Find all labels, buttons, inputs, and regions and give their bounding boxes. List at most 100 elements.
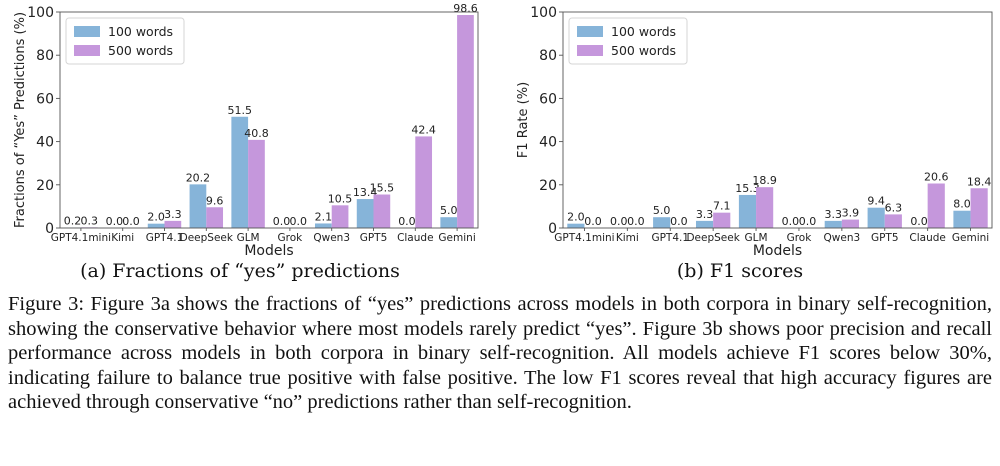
y-tick-label: 20 <box>539 178 557 194</box>
bar-500-words-Claude <box>415 136 433 228</box>
data-label: 0.0 <box>610 215 628 228</box>
data-label: 5.0 <box>653 204 671 217</box>
bar-100-words-DeepSeek <box>189 184 207 228</box>
x-tick-label: DeepSeek <box>180 232 234 244</box>
data-label: 98.6 <box>453 2 478 15</box>
x-tick-label: Kimi <box>616 232 639 244</box>
y-tick-label: 60 <box>36 91 54 107</box>
x-axis-label: Models <box>753 243 802 259</box>
bar-100-words-GLM <box>738 194 757 228</box>
data-label: 2.1 <box>315 210 333 223</box>
data-label: 6.3 <box>885 201 903 214</box>
data-label: 7.1 <box>713 200 731 213</box>
bar-500-words-Qwen3 <box>841 219 860 228</box>
data-label: 2.0 <box>567 211 585 224</box>
x-tick-label: Kimi <box>111 232 134 244</box>
data-label: 18.9 <box>752 174 777 187</box>
y-tick-label: 100 <box>27 5 54 21</box>
y-tick-label: 80 <box>539 48 557 64</box>
data-label: 0.0 <box>273 215 291 228</box>
data-label: 8.0 <box>953 198 971 211</box>
data-label: 0.0 <box>398 215 416 228</box>
bar-500-words-Qwen3 <box>331 205 349 228</box>
data-label: 0.0 <box>584 215 602 228</box>
data-label: 42.4 <box>411 123 436 136</box>
chart-f1-scores: 2.0 0.05.0 3.315.30.03.39.40.08.00.0 0.0 0.0… <box>516 5 993 259</box>
data-label: 9.4 <box>867 195 885 208</box>
plot-frame <box>59 11 479 229</box>
y-tick-label: 60 <box>539 91 557 107</box>
x-tick-label: GPT4.1mini <box>554 232 614 244</box>
y-tick-label: 40 <box>36 135 54 151</box>
y-tick-label: 40 <box>539 135 557 151</box>
y-axis-label: Fractions of “Yes” Predictions (%) <box>13 12 28 228</box>
legend-label: 500 words <box>611 43 676 58</box>
bar-100-words-Qwen3 <box>314 223 332 228</box>
bar-100-words-GPT4.1 <box>147 223 165 228</box>
x-tick-label: GLM <box>237 232 260 244</box>
data-label: 0.0 <box>799 215 817 228</box>
data-label: 0.0 <box>290 215 308 228</box>
plot-frame <box>562 11 993 229</box>
x-tick-label: DeepSeek <box>686 232 740 244</box>
legend-label: 100 words <box>108 24 173 39</box>
data-label: 51.5 <box>227 104 252 117</box>
x-tick-label: Gemini <box>438 232 475 244</box>
legend-swatch <box>577 26 603 37</box>
legend-label: 500 words <box>108 43 173 58</box>
x-tick-label: GPT5 <box>871 232 899 244</box>
bar-100-words-GPT4.1mini <box>567 223 585 228</box>
legend-swatch <box>577 45 603 56</box>
y-axis-label: F1 Rate (%) <box>516 82 531 158</box>
bar-100-words-DeepSeek <box>695 220 714 228</box>
bar-500-words-Claude <box>927 183 945 228</box>
figure-caption: Figure 3: Figure 3a shows the fractions … <box>8 293 992 413</box>
chart-yes-fractions: 0.2 0.0 2.0 20.2 51.5 0.0 2.1 13.4 0.0 5.0 0.3 0.0 3… <box>13 2 479 259</box>
bar-500-words-DeepSeek <box>713 212 731 228</box>
data-label: 0.0 <box>910 215 928 228</box>
data-label: 0.0 <box>106 215 124 228</box>
bar-500-words-GPT4.1 <box>164 220 182 228</box>
legend-swatch <box>74 45 100 56</box>
x-tick-label: GPT4.1 <box>651 232 689 244</box>
subcaption-a: (a) Fractions of “yes” predictions <box>80 260 400 282</box>
y-tick-label: 20 <box>36 178 54 194</box>
bar-100-words-Gemini <box>440 217 458 228</box>
x-tick-label: Grok <box>787 232 813 244</box>
bar-500-words-Gemini <box>970 188 988 228</box>
bar-100-words-GPT5 <box>356 199 374 228</box>
data-label: 0.0 <box>670 215 688 228</box>
x-tick-label: Qwen3 <box>824 232 861 244</box>
bar-500-words-GPT5 <box>373 194 391 228</box>
legend-swatch <box>74 26 100 37</box>
data-label: 0.0 <box>627 215 645 228</box>
data-label: 10.5 <box>328 192 353 205</box>
bar-500-words-GLM <box>756 187 774 228</box>
data-label: 5.0 <box>440 204 458 217</box>
y-tick-label: 100 <box>530 5 557 21</box>
bar-500-words-GPT5 <box>884 214 902 228</box>
x-tick-label: GLM <box>745 232 768 244</box>
data-label: 15.3 <box>735 182 760 195</box>
bar-100-words-Gemini <box>953 210 971 228</box>
bar-100-words-Qwen3 <box>824 220 842 228</box>
figure: 0.2 0.0 2.020.251.50.0 2.113.40.05.00.3 0.03… <box>13 2 993 259</box>
data-label: 20.2 <box>186 171 211 184</box>
data-label: 3.3 <box>696 208 714 221</box>
data-label: 2.0 <box>147 211 165 224</box>
x-tick-label: Claude <box>909 232 945 244</box>
y-tick-label: 80 <box>36 48 54 64</box>
x-tick-label: GPT4.1mini <box>51 232 111 244</box>
x-tick-label: GPT4.1 <box>146 232 184 244</box>
x-tick-label: Grok <box>278 232 304 244</box>
data-label: 3.9 <box>842 207 860 220</box>
data-label: 20.6 <box>924 171 949 184</box>
data-label: 40.8 <box>244 127 269 140</box>
data-label: 15.5 <box>370 182 395 195</box>
y-tick-label: 0 <box>548 221 557 237</box>
bar-500-words-Gemini <box>457 15 474 228</box>
data-label: 0.3 <box>81 214 99 227</box>
data-label: 18.4 <box>967 175 992 188</box>
x-tick-label: Gemini <box>952 232 989 244</box>
subcaption-b: (b) F1 scores <box>676 260 804 282</box>
